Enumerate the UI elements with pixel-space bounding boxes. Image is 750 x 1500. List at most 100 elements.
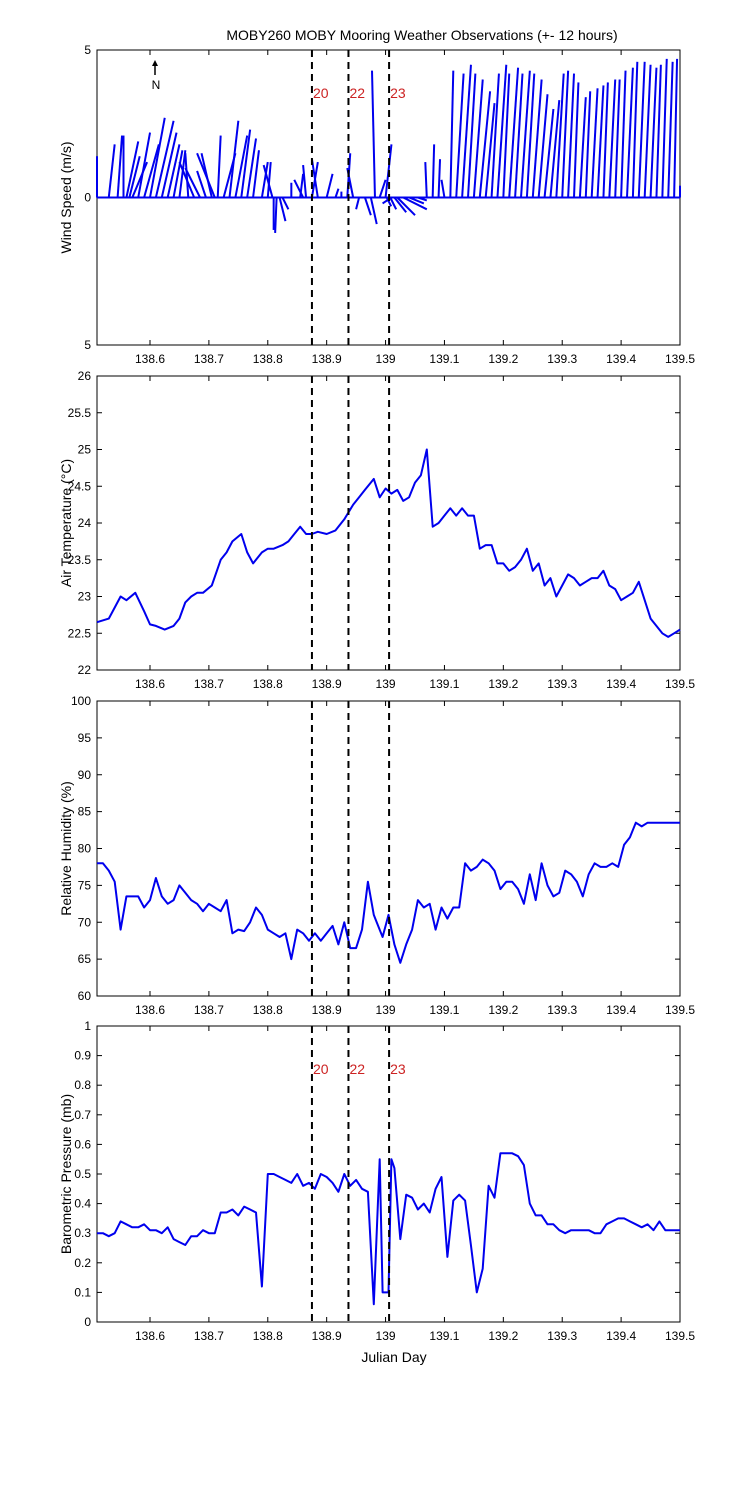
wind-x-tick-label: 139.3 [547, 352, 577, 366]
wind-vector [334, 188, 340, 198]
humidity-y-tick-label: 85 [78, 805, 92, 819]
pressure-event-marker-label: 23 [390, 1061, 406, 1077]
temp-x-tick-label: 139.1 [429, 677, 459, 691]
pressure-y-tick-label: 0.8 [74, 1078, 91, 1092]
temp-x-tick-label: 138.7 [194, 677, 224, 691]
wind-vector [402, 196, 428, 211]
wind-vector [355, 197, 361, 210]
pressure-x-tick-label: 139.2 [488, 1329, 518, 1343]
air-temperature-panel: 22 22.5 23 23.5 24 24.5 25 25.5 26 138.6 138.7 138.… [58, 369, 695, 691]
humidity-x-tick-label: 138.9 [312, 1003, 342, 1017]
pressure-y-tick-label: 0.4 [74, 1197, 91, 1211]
wind-x-tick-label: 138.8 [253, 352, 283, 366]
wind-vector [172, 150, 184, 198]
temp-y-tick-label: 22 [78, 663, 92, 677]
wind-vector [555, 73, 565, 198]
wind-vector [567, 73, 576, 198]
humidity-x-tick-label: 139.5 [665, 1003, 695, 1017]
temp-y-tick-label: 23.5 [68, 553, 92, 567]
wind-speed-panel: 5 0 5 138.6 138.7 138.8 138.9 139 139.1 139.2 139.… [58, 43, 695, 366]
temp-y-tick-label: 23 [78, 590, 92, 604]
chart-title: MOBY260 MOBY Mooring Weather Observation… [226, 27, 617, 43]
wind-vector [149, 117, 166, 198]
wind-x-tick-label: 138.6 [135, 352, 165, 366]
wind-vector [631, 61, 639, 198]
wind-y-tick-label: 5 [84, 43, 91, 57]
wind-vector [496, 64, 508, 198]
pressure-y-tick-label: 0.2 [74, 1256, 91, 1270]
wind-vector [240, 129, 252, 198]
pressure-y-tick-label: 0.5 [74, 1167, 91, 1181]
wind-vector [128, 155, 141, 198]
wind-x-tick-label: 138.7 [194, 352, 224, 366]
humidity-y-tick-label: 60 [78, 989, 92, 1003]
wind-vector [166, 144, 181, 198]
humidity-x-tick-label: 139 [376, 1003, 396, 1017]
wind-vector [472, 79, 484, 198]
wind-x-tick-label: 139.4 [606, 352, 636, 366]
temp-x-tick-label: 139 [376, 677, 396, 691]
wind-vector [160, 132, 178, 198]
wind-vector [626, 67, 634, 198]
wind-x-tick-label: 139.1 [429, 352, 459, 366]
wind-vector [246, 138, 258, 198]
wind-vector [478, 91, 492, 198]
wind-vector [302, 164, 308, 198]
wind-vector [266, 162, 272, 198]
wind-vector [137, 132, 152, 198]
pressure-x-tick-label: 138.7 [194, 1329, 224, 1343]
temp-x-tick-label: 139.2 [488, 677, 518, 691]
pressure-x-tick-label: 139.1 [429, 1329, 459, 1343]
wind-vector [178, 161, 196, 198]
wind-vector [178, 150, 187, 198]
wind-vector [417, 196, 428, 202]
wind-vector [467, 73, 477, 198]
pressure-event-marker-label: 22 [349, 1061, 365, 1077]
wind-vector [514, 73, 524, 198]
wind-vector [673, 58, 679, 198]
temp-y-tick-label: 26 [78, 369, 92, 383]
wind-vector [614, 79, 621, 198]
wind-vector [655, 64, 662, 198]
wind-vector [649, 67, 658, 198]
wind-vector [281, 197, 290, 210]
wind-vector [396, 196, 416, 216]
humidity-x-tick-label: 138.7 [194, 1003, 224, 1017]
pressure-x-tick-label: 139.4 [606, 1329, 636, 1343]
wind-event-marker-label: 22 [349, 85, 365, 101]
wind-x-tick-label: 139 [376, 352, 396, 366]
wind-x-tick-label: 139.2 [488, 352, 518, 366]
pressure-x-tick-label: 138.8 [253, 1329, 283, 1343]
wind-vector [274, 197, 278, 233]
pressure-y-tick-label: 0.3 [74, 1226, 91, 1240]
pressure-x-tick-label: 138.9 [312, 1329, 342, 1343]
wind-vector [667, 61, 674, 198]
wind-vector [371, 70, 376, 198]
wind-vector [573, 82, 580, 198]
wind-vector [107, 144, 116, 198]
temp-y-tick-label: 25 [78, 443, 92, 457]
wind-vector [184, 167, 201, 198]
wind-y-tick-label: 0 [84, 191, 91, 205]
humidity-y-tick-label: 80 [78, 842, 92, 856]
wind-vector [543, 108, 555, 198]
wind-vector [216, 135, 222, 198]
temp-y-tick-label: 25.5 [68, 406, 92, 420]
pressure-y-tick-label: 0 [84, 1315, 91, 1329]
temp-x-tick-label: 138.6 [135, 677, 165, 691]
wind-vector [252, 150, 260, 198]
wind-vector [643, 64, 652, 198]
temp-x-tick-label: 138.8 [253, 677, 283, 691]
wind-vector [520, 70, 531, 198]
pressure-y-tick-label: 0.1 [74, 1285, 91, 1299]
pressure-event-marker-label: 20 [313, 1061, 329, 1077]
wind-vector [637, 61, 646, 198]
wind-vector [184, 153, 190, 198]
pressure-y-tick-label: 0.9 [74, 1049, 91, 1063]
pressure-x-tick-label: 139.3 [547, 1329, 577, 1343]
temp-x-tick-label: 138.9 [312, 677, 342, 691]
wind-vector [196, 170, 207, 198]
wind-vector [484, 103, 496, 198]
pressure-y-tick-label: 1 [84, 1019, 91, 1033]
humidity-x-tick-label: 139.3 [547, 1003, 577, 1017]
